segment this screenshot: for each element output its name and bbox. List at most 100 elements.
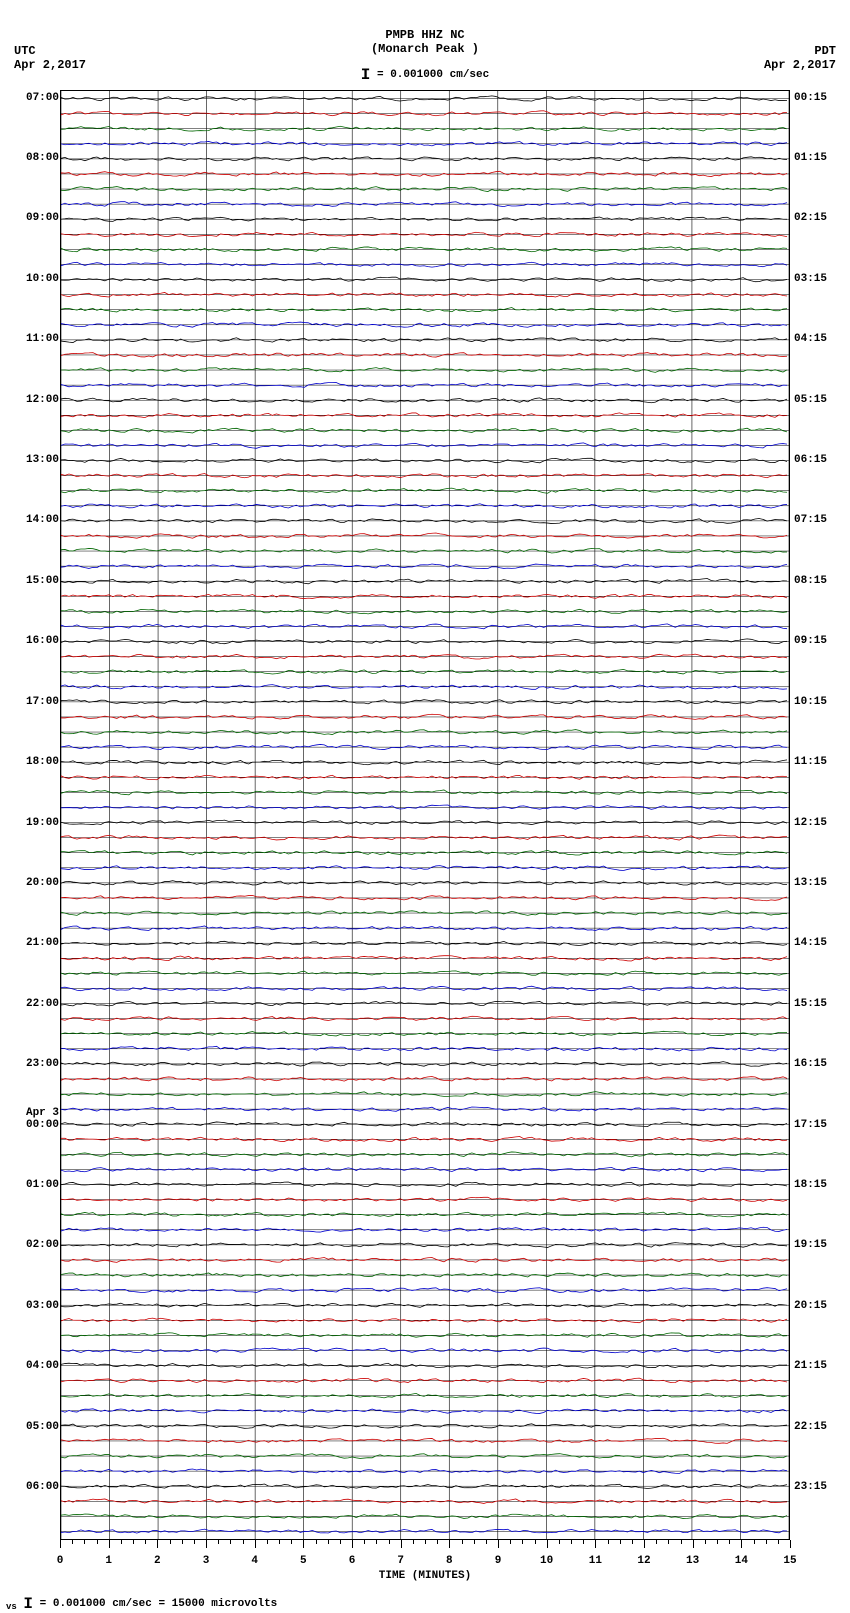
x-tick-label: 1: [105, 1555, 112, 1567]
x-minor-tick: [705, 1540, 706, 1544]
x-minor-tick: [620, 1540, 621, 1544]
station-location: (Monarch Peak ): [0, 42, 850, 56]
hour-label: 22:00: [26, 998, 59, 1010]
x-tick-label: 11: [589, 1555, 602, 1567]
x-minor-tick: [608, 1540, 609, 1544]
hour-label: 00:15: [794, 92, 827, 104]
x-tick-label: 10: [540, 1555, 553, 1567]
x-minor-tick: [778, 1540, 779, 1544]
x-minor-tick: [316, 1540, 317, 1544]
traces-svg: [61, 91, 789, 1539]
x-tick-label: 0: [57, 1555, 64, 1567]
hour-label: 05:15: [794, 394, 827, 406]
hour-label: 06:15: [794, 454, 827, 466]
x-minor-tick: [243, 1540, 244, 1544]
x-minor-tick: [693, 1540, 694, 1544]
x-tick-label: 5: [300, 1555, 307, 1567]
x-minor-tick: [303, 1540, 304, 1544]
x-minor-tick: [170, 1540, 171, 1544]
hour-label: 17:15: [794, 1119, 827, 1131]
helicorder-plot: [60, 90, 790, 1540]
tz-right-date: Apr 2,2017: [764, 58, 836, 72]
x-tick-label: 15: [783, 1555, 796, 1567]
x-axis-title: TIME (MINUTES): [60, 1570, 790, 1582]
hour-label: 12:15: [794, 817, 827, 829]
x-minor-tick: [425, 1540, 426, 1544]
x-minor-tick: [559, 1540, 560, 1544]
hour-label: 16:15: [794, 1058, 827, 1070]
x-minor-tick: [291, 1540, 292, 1544]
tz-left-name: UTC: [14, 44, 86, 58]
hour-label: 21:00: [26, 937, 59, 949]
x-minor-tick: [145, 1540, 146, 1544]
hour-label: 03:00: [26, 1300, 59, 1312]
x-minor-tick: [729, 1540, 730, 1544]
hour-label: 09:00: [26, 212, 59, 224]
hour-label: 23:00: [26, 1058, 59, 1070]
x-minor-tick: [656, 1540, 657, 1544]
hour-label: 02:00: [26, 1239, 59, 1251]
hour-label: 04:00: [26, 1360, 59, 1372]
hour-label: 08:00: [26, 152, 59, 164]
hour-label: 09:15: [794, 635, 827, 647]
x-minor-tick: [717, 1540, 718, 1544]
hour-label: 23:15: [794, 1481, 827, 1493]
tz-left-block: UTC Apr 2,2017: [14, 44, 86, 72]
x-minor-tick: [279, 1540, 280, 1544]
hour-label: 21:15: [794, 1360, 827, 1372]
hour-label: 19:00: [26, 817, 59, 829]
x-tick-label: 9: [495, 1555, 502, 1567]
x-tick-label: 13: [686, 1555, 699, 1567]
x-minor-tick: [474, 1540, 475, 1544]
tz-right-name: PDT: [764, 44, 836, 58]
x-minor-tick: [668, 1540, 669, 1544]
hour-label: 03:15: [794, 273, 827, 285]
hour-label: 11:00: [26, 333, 59, 345]
x-minor-tick: [644, 1540, 645, 1544]
x-minor-tick: [437, 1540, 438, 1544]
x-tick-label: 8: [446, 1555, 453, 1567]
x-tick-label: 7: [397, 1555, 404, 1567]
x-tick-label: 14: [735, 1555, 748, 1567]
x-minor-tick: [109, 1540, 110, 1544]
tz-right-block: PDT Apr 2,2017: [764, 44, 836, 72]
x-minor-tick: [352, 1540, 353, 1544]
footer-scale: vs I = 0.001000 cm/sec = 15000 microvolt…: [6, 1595, 277, 1613]
x-minor-tick: [206, 1540, 207, 1544]
x-tick-label: 12: [637, 1555, 650, 1567]
x-minor-tick: [60, 1540, 61, 1544]
hour-label: 20:00: [26, 877, 59, 889]
x-minor-tick: [498, 1540, 499, 1544]
hour-label: 14:00: [26, 514, 59, 526]
x-minor-tick: [766, 1540, 767, 1544]
x-minor-tick: [218, 1540, 219, 1544]
x-minor-tick: [133, 1540, 134, 1544]
x-minor-tick: [376, 1540, 377, 1544]
x-minor-tick: [121, 1540, 122, 1544]
x-minor-tick: [84, 1540, 85, 1544]
x-minor-tick: [267, 1540, 268, 1544]
scale-hint: I = 0.001000 cm/sec: [0, 66, 850, 84]
x-minor-tick: [230, 1540, 231, 1544]
hour-label: 08:15: [794, 575, 827, 587]
hour-label: 18:15: [794, 1179, 827, 1191]
footer-scale-bar-icon: I: [23, 1595, 33, 1613]
hour-label: 16:00: [26, 635, 59, 647]
x-minor-tick: [681, 1540, 682, 1544]
x-tick-label: 3: [203, 1555, 210, 1567]
x-minor-tick: [157, 1540, 158, 1544]
x-minor-tick: [340, 1540, 341, 1544]
x-minor-tick: [389, 1540, 390, 1544]
hour-label: 13:15: [794, 877, 827, 889]
tz-left-date: Apr 2,2017: [14, 58, 86, 72]
x-minor-tick: [97, 1540, 98, 1544]
hour-label: 14:15: [794, 937, 827, 949]
hour-label: 04:15: [794, 333, 827, 345]
x-minor-tick: [583, 1540, 584, 1544]
x-minor-tick: [72, 1540, 73, 1544]
x-minor-tick: [364, 1540, 365, 1544]
x-minor-tick: [194, 1540, 195, 1544]
x-tick-label: 6: [349, 1555, 356, 1567]
footer-scale-text: = 0.001000 cm/sec = 15000 microvolts: [40, 1598, 278, 1610]
x-minor-tick: [535, 1540, 536, 1544]
